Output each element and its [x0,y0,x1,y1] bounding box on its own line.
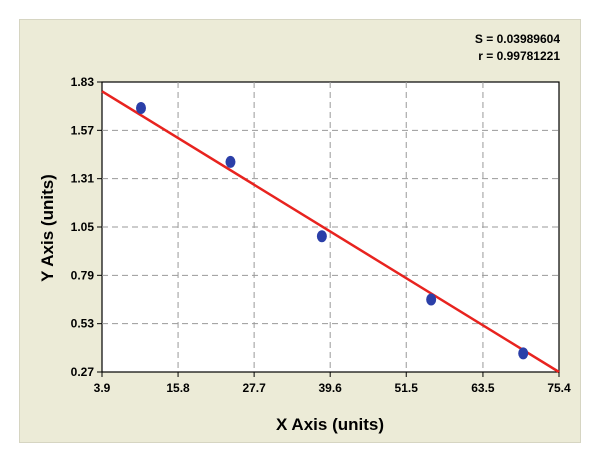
y-tick-label: 1.83 [71,75,95,89]
data-point [135,102,146,115]
x-tick-label: 3.9 [94,381,111,395]
y-tick-label: 0.27 [71,365,95,379]
stat-r-value: r = 0.99781221 [478,49,560,63]
y-tick-label: 0.53 [71,317,95,331]
x-tick-label: 27.7 [242,381,266,395]
y-tick-label: 0.79 [71,268,95,282]
y-tick-label: 1.31 [71,172,95,186]
x-tick-label: 39.6 [319,381,343,395]
y-tick-label: 1.57 [71,123,95,137]
scatter-chart: S = 0.03989604 r = 0.99781221 3.9 15.8 27.… [38,32,571,434]
x-tick-label: 63.5 [471,381,495,395]
data-point [225,155,236,168]
series-layer [101,90,560,374]
chart-frame: S = 0.03989604 r = 0.99781221 3.9 15.8 27.… [19,19,581,443]
y-axis-ticks: 0.27 0.53 0.79 1.05 1.31 1.57 1.83 [71,75,102,379]
y-axis-title: Y Axis (units) [38,174,57,282]
regression-line [101,90,560,374]
data-point [426,293,437,306]
data-point [316,230,327,243]
x-tick-label: 51.5 [395,381,419,395]
gridlines [102,82,559,372]
y-tick-label: 1.05 [71,220,95,234]
x-tick-label: 15.8 [166,381,190,395]
x-axis-ticks: 3.9 15.8 27.7 39.6 51.5 63.5 75.4 [94,372,571,395]
data-point [518,347,529,360]
stat-s-value: S = 0.03989604 [475,32,560,46]
x-tick-label: 75.4 [547,381,571,395]
x-axis-title: X Axis (units) [276,415,384,434]
